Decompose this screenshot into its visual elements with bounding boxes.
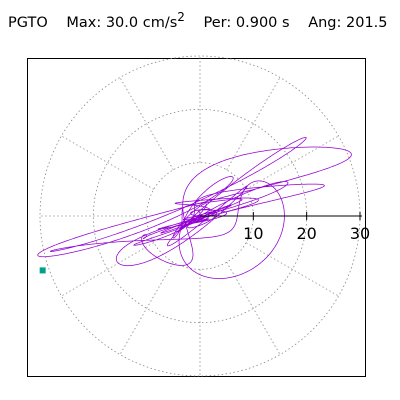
spoke-60 bbox=[226, 77, 281, 171]
spoke-210 bbox=[61, 242, 155, 297]
angle-value: 201.5 bbox=[346, 15, 388, 31]
marker-layer bbox=[39, 267, 46, 274]
spoke-240 bbox=[119, 261, 174, 355]
period-value: 0.900 bbox=[235, 15, 278, 31]
plot-frame bbox=[27, 58, 366, 377]
x-tick-label-20: 20 bbox=[296, 224, 316, 243]
spoke-150 bbox=[61, 135, 155, 190]
max-label: Max: bbox=[66, 15, 102, 31]
period-unit: s bbox=[282, 15, 290, 31]
orbit-trace bbox=[37, 137, 352, 279]
spoke-30 bbox=[245, 135, 339, 190]
x-tick-label-30: 30 bbox=[350, 224, 370, 243]
spoke-330 bbox=[245, 242, 339, 297]
spoke-120 bbox=[119, 77, 174, 171]
end-point-marker bbox=[39, 267, 46, 274]
angle-label: Ang: bbox=[308, 15, 342, 31]
x-tick-label-10: 10 bbox=[243, 224, 263, 243]
max-unit-exponent: 2 bbox=[177, 10, 185, 24]
max-value: 30.0 bbox=[105, 15, 139, 31]
spoke-300 bbox=[226, 261, 281, 355]
station-label: PGTO bbox=[8, 15, 48, 31]
chart-title-line: PGTO Max: 30.0 cm/s2 Per: 0.900 s Ang: 2… bbox=[8, 11, 388, 32]
axis-layer: 10 20 30 bbox=[200, 212, 370, 243]
orbit-traces bbox=[37, 137, 352, 279]
period-label: Per: bbox=[203, 15, 232, 31]
max-unit: cm/s bbox=[142, 15, 178, 31]
